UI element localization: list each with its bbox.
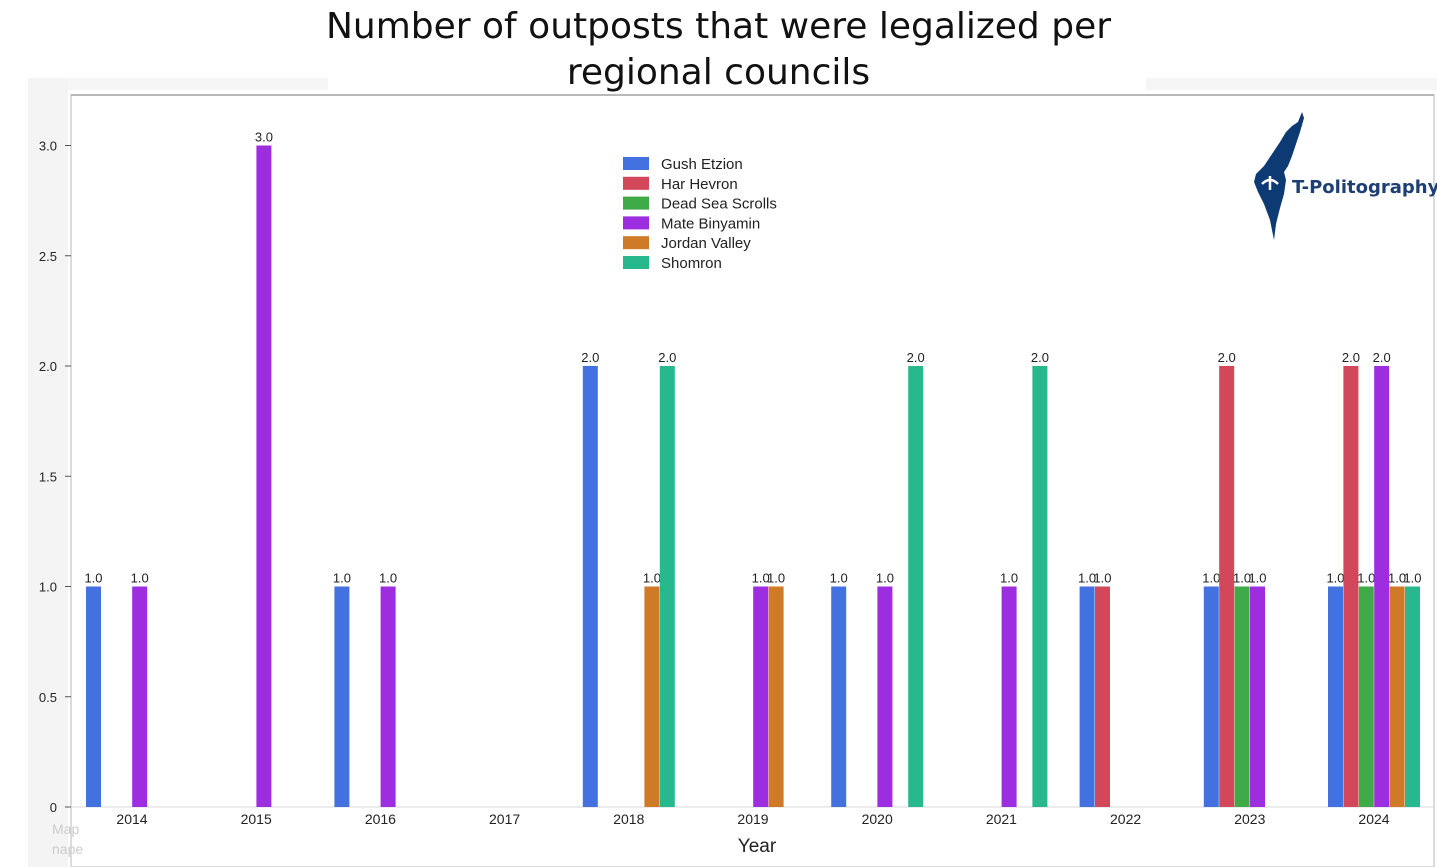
legend-swatch [623, 196, 649, 210]
data-label: 1.0 [1357, 571, 1375, 586]
data-label: 1.0 [1093, 571, 1111, 586]
bar-har-hevron [1219, 366, 1235, 807]
y-tick-label: 2.0 [39, 359, 57, 374]
y-tick-label: 0 [50, 800, 57, 815]
bar-mate-binyamin [877, 586, 893, 807]
data-label: 1.0 [767, 571, 785, 586]
y-tick-label: 0.5 [39, 690, 57, 705]
bar-har-hevron [1095, 586, 1110, 807]
legend-entry: Shomron [661, 255, 722, 272]
bar-shomron [1032, 366, 1048, 807]
bar-gush-etzion [1079, 586, 1095, 807]
legend-entry: Har Hevron [661, 176, 738, 193]
x-tick-label: 2018 [613, 811, 644, 827]
x-tick-label: 2015 [241, 811, 272, 827]
bar-shomron [908, 366, 924, 807]
legend-swatch [623, 216, 649, 230]
bar-gush-etzion [1328, 586, 1343, 807]
bar-jordan-valley [644, 586, 660, 807]
faint-panel-label: Map nape [52, 821, 84, 857]
bar-shomron [659, 366, 675, 807]
top-right-panel-strip [1146, 78, 1437, 90]
chart-title: Number of outposts that were legalized p… [0, 4, 1437, 96]
data-label: 1.0 [1326, 571, 1344, 586]
y-tick-label: 1.5 [39, 469, 57, 484]
data-label: 2.0 [1373, 350, 1391, 365]
bar-jordan-valley [768, 586, 784, 807]
bar-dead-sea-scrolls [1234, 586, 1250, 807]
x-tick-label: 2017 [489, 811, 520, 827]
bar-mate-binyamin [753, 586, 769, 807]
legend-entry: Mate Binyamin [661, 215, 760, 232]
israel-map-logo-icon [1254, 112, 1304, 240]
x-tick-label: 2022 [1110, 811, 1141, 827]
data-label: 2.0 [581, 350, 599, 365]
bar-gush-etzion [334, 586, 350, 807]
data-label: 2.0 [907, 350, 925, 365]
data-label: 1.0 [1078, 571, 1096, 586]
bar-dead-sea-scrolls [1358, 586, 1374, 807]
data-label: 1.0 [752, 571, 770, 586]
data-label: 2.0 [1218, 350, 1236, 365]
chart-title-line-1: Number of outposts that were legalized p… [325, 6, 1112, 47]
data-label: 1.0 [1388, 571, 1406, 586]
logo-text: T-Politography [1292, 177, 1437, 198]
legend-swatch [623, 256, 649, 269]
bar-jordan-valley [1389, 586, 1405, 807]
x-tick-label: 2019 [737, 811, 768, 827]
legend-entry: Gush Etzion [661, 156, 743, 173]
chart-title-line-2: regional councils [566, 52, 871, 93]
data-label: 1.0 [131, 571, 149, 586]
x-tick-label: 2024 [1358, 811, 1389, 827]
y-tick-label: 2.5 [39, 249, 57, 264]
x-tick-label: 2020 [862, 811, 893, 827]
x-tick-label: 2014 [116, 811, 147, 827]
left-side-panel: Map nape [28, 78, 83, 867]
bar-har-hevron [1343, 366, 1359, 807]
x-tick-label: 2016 [365, 811, 396, 827]
data-label: 1.0 [1000, 571, 1018, 586]
bar-shomron [1405, 586, 1420, 807]
data-label: 1.0 [643, 571, 661, 586]
data-label: 1.0 [1248, 571, 1266, 586]
data-label: 1.0 [379, 571, 397, 586]
bar-gush-etzion [86, 586, 101, 807]
bar-mate-binyamin [1250, 586, 1265, 807]
y-tick-label: 3.0 [39, 139, 57, 154]
bar-gush-etzion [831, 586, 847, 807]
legend-swatch [623, 157, 649, 170]
legend-swatch [623, 236, 649, 250]
bar-gush-etzion [582, 366, 598, 807]
x-tick-label: 2023 [1234, 811, 1265, 827]
data-label: 1.0 [876, 571, 894, 586]
legend-swatch [623, 176, 649, 190]
bar-mate-binyamin [1374, 366, 1390, 807]
bar-mate-binyamin [380, 586, 396, 807]
data-label: 2.0 [1031, 350, 1049, 365]
x-tick-label: 2021 [986, 811, 1017, 827]
data-label: 1.0 [1202, 571, 1220, 586]
data-label: 1.0 [1233, 571, 1251, 586]
bar-mate-binyamin [1001, 586, 1017, 807]
top-left-panel-strip [68, 78, 328, 90]
data-label: 1.0 [830, 571, 848, 586]
x-axis-title: Year [738, 836, 777, 857]
legend-entry: Jordan Valley [661, 235, 751, 252]
data-label: 1.0 [84, 571, 102, 586]
data-label: 2.0 [1342, 350, 1360, 365]
data-label: 3.0 [255, 130, 273, 145]
data-label: 1.0 [1403, 571, 1421, 586]
legend-entry: Dead Sea Scrolls [661, 196, 777, 213]
data-label: 2.0 [658, 350, 676, 365]
y-tick-label: 1.0 [39, 580, 57, 595]
data-label: 1.0 [333, 571, 351, 586]
bar-mate-binyamin [132, 586, 148, 807]
bar-mate-binyamin [256, 145, 272, 807]
bar-gush-etzion [1203, 586, 1219, 807]
